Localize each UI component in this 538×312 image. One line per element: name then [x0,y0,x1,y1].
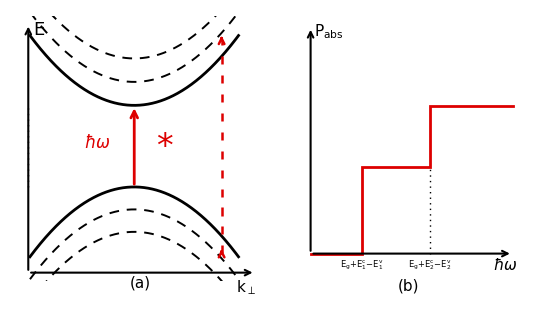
Text: $\mathrm{E_g{+}E_1^c{-}E_1^v}$: $\mathrm{E_g{+}E_1^c{-}E_1^v}$ [341,259,384,272]
Text: P$_{\rm abs}$: P$_{\rm abs}$ [314,22,344,41]
Text: k$_\perp$: k$_\perp$ [236,279,256,297]
Text: (b): (b) [398,278,420,293]
Text: $\hbar\omega$: $\hbar\omega$ [84,134,111,152]
Text: E: E [33,21,44,39]
Text: $*$: $*$ [157,129,174,162]
Text: (a): (a) [129,275,151,290]
Text: $\mathrm{E_g{+}E_2^c{-}E_2^v}$: $\mathrm{E_g{+}E_2^c{-}E_2^v}$ [408,259,452,272]
Text: $\hbar\omega$: $\hbar\omega$ [493,257,518,273]
